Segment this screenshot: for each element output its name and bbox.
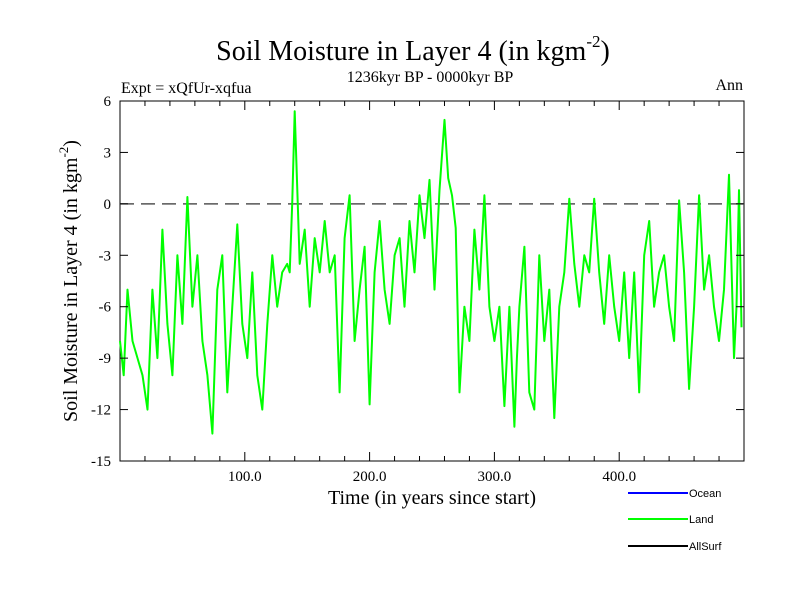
x-tick-label: 100.0: [228, 469, 262, 485]
expt-label: Expt = xQfUr-xqfua: [121, 80, 251, 97]
x-axis-label: Time (in years since start): [328, 487, 536, 509]
season-label: Ann: [715, 77, 743, 94]
y-tick-label: -12: [91, 403, 111, 419]
plot-area: [119, 100, 745, 462]
y-tick-label: -6: [99, 300, 112, 316]
x-tick-label: 200.0: [353, 469, 387, 485]
y-tick-label: -3: [99, 248, 112, 264]
y-tick-label: -9: [99, 351, 112, 367]
x-tick-label: 400.0: [602, 469, 636, 485]
legend: Ocean Land AllSurf: [628, 488, 722, 553]
legend-land-label: Land: [689, 514, 713, 526]
x-axis-ticks: 100.0 200.0 300.0 400.0: [144, 101, 720, 485]
y-tick-label: 6: [104, 94, 112, 110]
y-tick-label: 0: [104, 197, 112, 213]
legend-ocean-label: Ocean: [689, 488, 721, 500]
period-subtitle: 1236kyr BP - 0000kyr BP: [347, 69, 514, 86]
chart-title: Soil Moisture in Layer 4 (in kgm-2): [216, 32, 610, 67]
chart-title-sup: -2: [586, 32, 600, 51]
y-tick-label: -15: [91, 454, 111, 470]
legend-allsurf-label: AllSurf: [689, 541, 722, 553]
y-axis-ticks: 6 3 0 -3 -6 -9 -12 -15: [91, 94, 744, 470]
y-axis-label-close: ): [60, 140, 82, 147]
chart-title-close: ): [601, 36, 610, 67]
land-series-line: [119, 110, 743, 435]
y-axis-label-sup: -2: [56, 147, 71, 158]
y-tick-label: 3: [104, 145, 112, 161]
y-axis-label: Soil Moisture in Layer 4 (in kgm-2): [56, 140, 82, 422]
x-tick-label: 300.0: [478, 469, 512, 485]
